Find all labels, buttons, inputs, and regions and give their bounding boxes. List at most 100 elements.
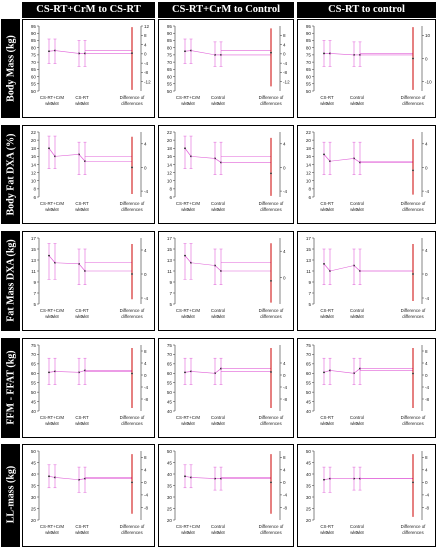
diff-tick-label: 8 xyxy=(283,455,286,460)
y-tick-label: 12 xyxy=(31,170,37,175)
y-tick-label: 65 xyxy=(306,362,312,367)
diff-label: differences xyxy=(260,314,282,319)
y-tick-label: 8 xyxy=(308,187,311,192)
diff-label: differences xyxy=(402,101,424,106)
wk-label: wk0 xyxy=(350,314,358,319)
data-point xyxy=(84,369,86,372)
wk-label: wk0 xyxy=(350,101,358,106)
data-point xyxy=(329,52,331,55)
chart-svg: 50 55 60 65 70 75 80 85 90 95 12 8 4 0 -4 -8 -12 CS-RT+Cr… xyxy=(31,24,151,106)
y-tick-label: 40 xyxy=(31,409,37,414)
group-change-line xyxy=(214,265,222,272)
y-tick-label: 10 xyxy=(167,179,173,184)
wk-label: wk8 xyxy=(51,101,59,106)
wk-label: wk8 xyxy=(51,207,59,212)
diff-tick-label: -4 xyxy=(283,61,288,66)
diff-tick-label: -12 xyxy=(283,80,290,85)
diff-point xyxy=(412,273,414,275)
wk-label: wk0 xyxy=(211,207,219,212)
y-tick-label: 17 xyxy=(31,236,37,241)
y-tick-label: 18 xyxy=(167,146,173,151)
diff-tick-label: 4 xyxy=(144,248,147,253)
y-tick-label: 60 xyxy=(31,371,37,376)
diff-tick-label: -4 xyxy=(425,385,430,390)
diff-label: Difference of xyxy=(120,201,146,206)
wk-label: wk8 xyxy=(326,207,334,212)
y-tick-label: 80 xyxy=(306,45,312,50)
row-label-band-fat-mass xyxy=(1,231,20,331)
y-tick-label: 20 xyxy=(167,138,173,143)
y-tick-label: 65 xyxy=(31,362,37,367)
chart-svg: 5791113151740CS-RT+CrMwk0wk8Controlwk0wk… xyxy=(167,236,286,319)
y-tick-label: 75 xyxy=(167,343,173,348)
y-tick-label: 60 xyxy=(167,74,173,79)
data-point xyxy=(78,371,80,374)
group-change-line xyxy=(184,371,192,373)
y-tick-label: 35 xyxy=(167,483,173,488)
y-tick-label: 7 xyxy=(308,291,311,296)
group-label: Control xyxy=(211,524,225,529)
row-label-body-fat: Body Fat DXA (%) xyxy=(5,133,17,216)
y-tick-label: 25 xyxy=(167,506,173,511)
y-tick-label: 45 xyxy=(167,399,173,404)
diff-tick-label: 0 xyxy=(144,52,147,57)
y-tick-label: 50 xyxy=(167,390,173,395)
y-tick-label: 60 xyxy=(306,74,312,79)
diff-tick-label: 0 xyxy=(425,272,428,277)
diff-tick-label: 4 xyxy=(144,142,147,147)
y-tick-label: 95 xyxy=(167,24,173,29)
diff-tick-label: 0 xyxy=(144,272,147,277)
chart-panel: 6 8 10 12 14 16 18 20 22 4 0 -4 CS-RT wk0 wk8 Control wk… xyxy=(297,125,436,224)
diff-tick-label: 4 xyxy=(283,361,286,366)
diff-tick-label: 4 xyxy=(425,142,428,147)
data-point xyxy=(48,50,50,53)
diff-tick-label: 4 xyxy=(425,248,428,253)
diff-tick-label: 12 xyxy=(144,24,150,29)
diff-tick-label: 4 xyxy=(283,468,286,473)
y-tick-label: 13 xyxy=(167,258,173,263)
group-change-line xyxy=(184,148,192,157)
y-tick-label: 75 xyxy=(31,53,37,58)
diff-label: differences xyxy=(121,207,143,212)
wk-label: wk8 xyxy=(217,314,225,319)
y-tick-label: 11 xyxy=(306,269,311,274)
diff-tick-label: 0 xyxy=(425,165,428,170)
group-label: CS-RT+CrM xyxy=(40,95,65,100)
diff-tick-label: 10 xyxy=(425,33,431,38)
data-point xyxy=(323,478,325,481)
data-point xyxy=(84,270,86,272)
group-label: Control xyxy=(211,308,225,313)
diff-label: Difference of xyxy=(259,524,285,529)
diff-tick-label: 4 xyxy=(283,249,286,254)
diff-tick-label: -12 xyxy=(144,80,151,85)
y-tick-label: 35 xyxy=(31,483,37,488)
y-tick-label: 35 xyxy=(306,483,312,488)
group-change-line xyxy=(214,158,222,163)
row-label-band-body-fat xyxy=(1,125,20,224)
y-tick-label: 45 xyxy=(306,460,312,465)
diff-tick-label: -4 xyxy=(144,296,149,301)
wk-label: wk0 xyxy=(320,314,328,319)
diff-tick-label: -4 xyxy=(144,61,149,66)
wk-label: wk0 xyxy=(320,421,328,426)
group-label: CS-RT xyxy=(320,201,334,206)
y-tick-label: 50 xyxy=(31,449,37,454)
wk-label: wk0 xyxy=(320,207,328,212)
group-label: CS-RT xyxy=(320,415,334,420)
y-tick-label: 70 xyxy=(167,60,173,65)
diff-label: Difference of xyxy=(401,524,427,529)
y-tick-label: 70 xyxy=(306,352,312,357)
diff-tick-label: 4 xyxy=(144,361,147,366)
diff-label: differences xyxy=(260,421,282,426)
group-change-line xyxy=(353,265,361,272)
chart-panel: 20 25 30 35 40 45 50 8 4 0 -4 -8 CS-RT+CrM wk0 wk8 CS-R… xyxy=(22,444,155,547)
diff-tick-label: 4 xyxy=(283,142,286,147)
y-tick-label: 5 xyxy=(33,302,36,307)
wk-label: wk8 xyxy=(187,530,195,535)
y-tick-label: 11 xyxy=(31,269,36,274)
diff-tick-label: 0 xyxy=(283,165,286,170)
between-group-line xyxy=(329,53,355,56)
between-group-line xyxy=(329,370,355,374)
wk-label: wk8 xyxy=(356,421,364,426)
diff-tick-label: 4 xyxy=(144,42,147,47)
